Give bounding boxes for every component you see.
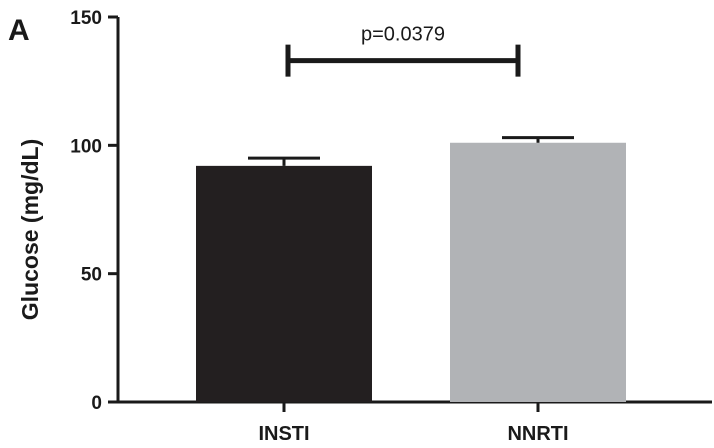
- bar-nnrti: [450, 142, 626, 402]
- y-tick-label-100: 100: [70, 136, 102, 157]
- x-tick-label-nnrti: NNRTI: [507, 423, 568, 445]
- bars-group: [196, 142, 626, 402]
- panel-label: A: [8, 14, 30, 47]
- significance-bracket-group: p=0.0379: [285, 24, 521, 77]
- error-bars-group: [248, 136, 574, 166]
- y-axis-title: Glucose (mg/dL): [17, 139, 43, 320]
- y-tick-label-50: 50: [81, 265, 102, 286]
- x-tick-label-insti: INSTI: [258, 423, 309, 445]
- y-tick-label-150: 150: [70, 8, 102, 29]
- p-value-label: p=0.0379: [361, 24, 445, 46]
- y-tick-label-0: 0: [91, 393, 102, 414]
- y-axis: 0 50 100 150: [70, 8, 120, 414]
- bar-insti: [196, 165, 372, 402]
- x-axis: INSTI NNRTI: [118, 400, 712, 445]
